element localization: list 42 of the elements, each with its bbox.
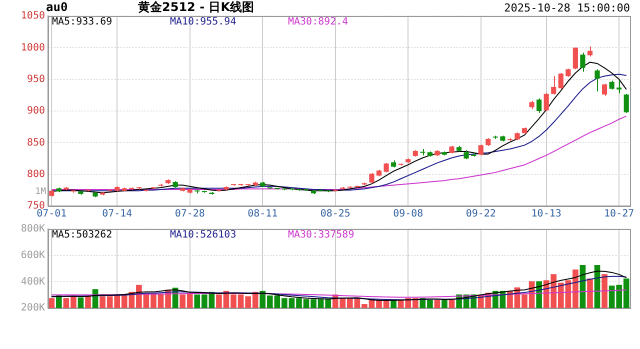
candlestick (572, 47, 578, 70)
text: MA5:933.69 (52, 16, 112, 28)
x-tick-label: 07-28 (174, 208, 205, 220)
candlestick (384, 162, 389, 173)
candlestick (478, 144, 484, 156)
x-tick-label: 07-14 (102, 208, 132, 220)
text: 2025-10-28 15:00:00 (504, 1, 630, 14)
candlestick (624, 93, 629, 114)
text: MA10:955.94 (170, 16, 236, 28)
candlestick (580, 52, 586, 72)
candlestick (602, 83, 608, 96)
x-tick-label: 09-22 (466, 208, 496, 220)
x-tick-label: 10-13 (531, 208, 562, 220)
y-tick-label: 950 (26, 74, 45, 85)
candlestick (616, 80, 622, 94)
text: MA30:892.4 (288, 16, 348, 28)
candlestick (558, 72, 564, 90)
y-tick-label: 1000 (20, 42, 45, 54)
candlestick (536, 98, 542, 114)
x-tick-label: 08-25 (320, 208, 350, 220)
x-tick-label: 09-08 (393, 208, 424, 220)
x-tick-label: 08-11 (248, 208, 278, 220)
text: 1M (35, 186, 47, 197)
y-tick-label: 600K (20, 250, 45, 261)
candlestick (587, 46, 593, 58)
y-tick-label: 900 (26, 106, 45, 117)
y-tick-label: 800K (20, 224, 45, 235)
text: MA5:503262 (52, 230, 112, 241)
candlestick (369, 172, 374, 184)
candlestick (544, 92, 549, 112)
text: MA10:526103 (170, 230, 236, 241)
y-tick-label: 200K (20, 302, 45, 314)
text: au0 (46, 0, 68, 14)
y-tick-label: 1050 (20, 10, 45, 22)
candlestick (551, 76, 556, 96)
y-tick-label: 850 (26, 137, 45, 148)
x-tick-label: 10-27 (604, 208, 634, 220)
text: MA30:337589 (288, 230, 354, 241)
y-tick-label: 800 (26, 168, 45, 180)
y-tick-label: 400K (20, 276, 45, 288)
chart-title: 黄金2512 - 日K线图 (137, 0, 254, 14)
candlestick (594, 68, 600, 92)
